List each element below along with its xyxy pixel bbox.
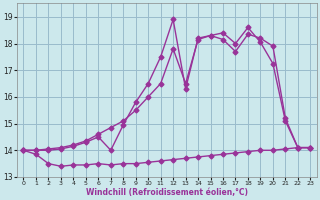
X-axis label: Windchill (Refroidissement éolien,°C): Windchill (Refroidissement éolien,°C) <box>86 188 248 197</box>
